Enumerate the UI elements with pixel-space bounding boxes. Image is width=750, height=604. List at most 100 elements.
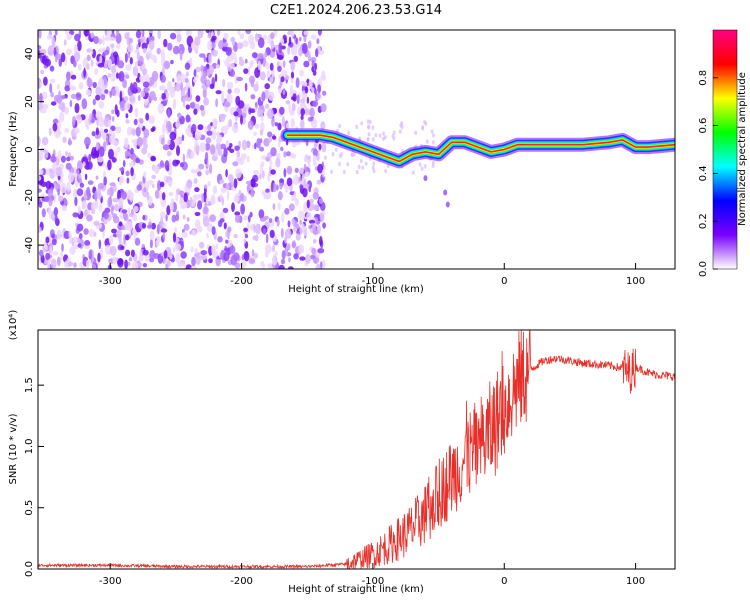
spectrogram-x-tick-label: -200 bbox=[230, 276, 253, 287]
spectrogram-y-tick-label: 0 bbox=[24, 146, 35, 152]
spectrogram-noise-blob bbox=[133, 205, 139, 213]
spectrogram-noise-blob bbox=[258, 209, 265, 219]
spectrogram-noise-blob bbox=[190, 266, 198, 269]
spectrogram-noise-blob bbox=[270, 169, 276, 175]
spectrogram-noise-blob bbox=[277, 122, 282, 131]
spectrogram-noise-blob bbox=[209, 196, 216, 205]
spectrogram-noise-blob bbox=[249, 60, 253, 69]
spectrogram-noise-blob bbox=[254, 142, 257, 150]
spectrogram-noise-blob bbox=[331, 152, 335, 157]
spectrogram-noise-blob bbox=[85, 89, 93, 96]
spectrogram-noise-blob bbox=[295, 77, 300, 89]
spectrogram-noise-blob bbox=[91, 131, 96, 137]
spectrogram-noise-blob bbox=[175, 192, 179, 202]
spectrogram-noise-blob bbox=[276, 152, 281, 160]
spectrogram-noise-blob bbox=[50, 91, 54, 98]
spectrogram-noise-blob bbox=[366, 119, 370, 124]
spectrogram-noise-blob bbox=[207, 223, 214, 233]
spectrogram-noise-blob bbox=[310, 254, 315, 260]
spectrogram-noise-blob bbox=[148, 40, 155, 51]
spectrogram-x-axis-label: Height of straight line (km) bbox=[288, 284, 424, 295]
spectrogram-noise-blob bbox=[55, 166, 63, 177]
spectrogram-noise-blob bbox=[316, 179, 322, 185]
spectrogram-noise-blob bbox=[346, 162, 350, 167]
spectrogram-noise-blob bbox=[50, 78, 56, 84]
spectrogram-noise-blob bbox=[265, 243, 272, 254]
spectrogram-noise-blob bbox=[123, 137, 129, 148]
spectrogram-noise-blob bbox=[240, 153, 247, 160]
spectrogram-noise-blob bbox=[287, 266, 294, 269]
spectrogram-noise-blob bbox=[157, 103, 164, 114]
spectrogram-noise-blob bbox=[260, 161, 265, 168]
spectrogram-noise-blob bbox=[280, 227, 284, 238]
spectrogram-noise-blob bbox=[270, 147, 277, 157]
spectrogram-noise-blob bbox=[430, 129, 434, 134]
spectrogram-noise-blob bbox=[104, 128, 108, 133]
spectrogram-noise-blob bbox=[118, 71, 125, 82]
spectrogram-noise-blob bbox=[167, 108, 171, 119]
spectrogram-noise-blob bbox=[280, 76, 285, 83]
spectrogram-noise-blob bbox=[317, 30, 322, 36]
spectrogram-noise-blob bbox=[185, 127, 191, 135]
spectrogram-noise-blob bbox=[56, 83, 60, 90]
spectrogram-noise-blob bbox=[98, 100, 105, 109]
spectrogram-noise-blob bbox=[203, 184, 208, 189]
spectrogram-noise-blob bbox=[167, 179, 173, 187]
spectrogram-noise-blob bbox=[298, 46, 303, 57]
spectrogram-noise-blob bbox=[269, 62, 274, 71]
spectrogram-noise-blob bbox=[271, 69, 275, 78]
spectrogram-noise-blob bbox=[244, 82, 248, 92]
colorbar-label: Normalized spectral amplitude bbox=[737, 72, 748, 226]
spectrogram-noise-blob bbox=[282, 89, 286, 96]
spectrogram-noise-blob bbox=[298, 244, 305, 254]
spectrogram-noise-blob bbox=[204, 151, 209, 162]
spectrogram-noise-blob bbox=[289, 85, 294, 94]
spectrogram-noise-blob bbox=[243, 251, 250, 262]
spectrogram-noise-blob bbox=[197, 171, 202, 177]
spectrogram-noise-blob bbox=[228, 143, 233, 148]
spectrogram-noise-blob bbox=[190, 126, 194, 134]
spectrogram-noise-blob bbox=[224, 58, 230, 67]
spectrogram-noise-blob bbox=[69, 246, 76, 255]
spectrogram-noise-blob bbox=[236, 150, 241, 158]
spectrogram-noise-blob bbox=[304, 154, 308, 163]
spectrogram-noise-blob bbox=[163, 60, 171, 70]
spectrogram-noise-blob bbox=[299, 37, 302, 42]
spectrogram-noise-blob bbox=[131, 261, 139, 269]
spectrogram-noise-blob bbox=[204, 142, 211, 151]
snr-y-axis-label: SNR (10 * v/v) bbox=[8, 413, 19, 484]
spectrogram-noise-blob bbox=[294, 198, 300, 206]
spectrogram-noise-blob bbox=[239, 33, 245, 40]
spectrogram-noise-blob bbox=[250, 94, 256, 100]
spectrogram-noise-blob bbox=[52, 118, 59, 124]
spectrogram-noise-blob bbox=[313, 239, 317, 244]
spectrogram-noise-blob bbox=[77, 205, 81, 215]
spectrogram-noise-blob bbox=[116, 43, 121, 50]
spectrogram-noise-blob bbox=[251, 249, 255, 257]
spectrogram-noise-blob bbox=[246, 155, 250, 163]
spectrogram-noise-blob bbox=[104, 36, 110, 42]
spectrogram-noise-blob bbox=[225, 139, 230, 148]
spectrogram-noise-blob bbox=[185, 104, 190, 110]
spectrogram-noise-blob bbox=[111, 65, 116, 75]
spectrogram-y-ticks: -40 -20 0 20 40 bbox=[24, 48, 44, 253]
spectrogram-noise-blob bbox=[115, 126, 122, 134]
spectrogram-noise-blob bbox=[48, 206, 52, 216]
spectrogram-noise-blob bbox=[334, 147, 338, 152]
spectrogram-noise-blob bbox=[171, 214, 177, 223]
spectrogram-noise-blob bbox=[109, 134, 116, 145]
spectrogram-noise-blob bbox=[175, 137, 180, 148]
spectrogram-noise-blob bbox=[192, 78, 198, 83]
spectrogram-noise-blob bbox=[88, 161, 93, 170]
spectrogram-noise-blob bbox=[183, 223, 190, 231]
spectrogram-noise-blob bbox=[175, 252, 180, 264]
spectrogram-noise-blob bbox=[129, 192, 134, 203]
spectrogram-noise-blob bbox=[227, 88, 232, 94]
spectrogram-noise-blob bbox=[238, 56, 243, 62]
colorbar-tick-label: 0.2 bbox=[698, 213, 709, 229]
spectrogram-noise-blob bbox=[303, 60, 310, 68]
spectrogram-noise-blob bbox=[143, 142, 148, 149]
spectrogram-x-tick-label: -300 bbox=[99, 276, 122, 287]
spectrogram-noise-blob bbox=[64, 85, 71, 92]
